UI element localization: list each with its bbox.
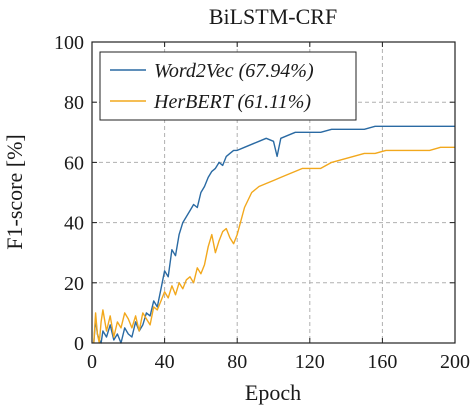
y-axis-label: F1-score [%] [2,134,27,249]
x-tick-label: 160 [367,351,397,373]
plot-frame [91,41,456,344]
x-tick-label: 200 [440,351,470,373]
y-tick-label: 40 [64,213,84,235]
y-tick-label: 100 [54,32,84,54]
legend: Word2Vec (67.94%) HerBERT (61.11%) [99,51,357,121]
x-tick-label: 80 [227,351,247,373]
series-line-1 [93,146,455,344]
x-axis-label: Epoch [245,380,301,405]
legend-label-word2vec: Word2Vec (67.94%) [154,60,314,82]
y-tick-label: 60 [64,152,84,174]
x-tick-label: 0 [87,351,97,373]
series-layer [93,125,455,344]
y-tick-label: 0 [74,333,84,355]
x-tick-label: 120 [295,351,325,373]
x-tick-label: 40 [155,351,175,373]
legend-box [99,51,357,121]
legend-label-herbert: HerBERT (61.11%) [153,91,311,113]
y-tick-label: 20 [64,273,84,295]
tick-layer: 0 40 80 120 160 200 0 20 40 60 80 100 [54,32,470,373]
series-line-0 [93,125,455,344]
y-tick-label: 80 [64,92,84,114]
chart-title: BiLSTM-CRF [209,4,337,29]
